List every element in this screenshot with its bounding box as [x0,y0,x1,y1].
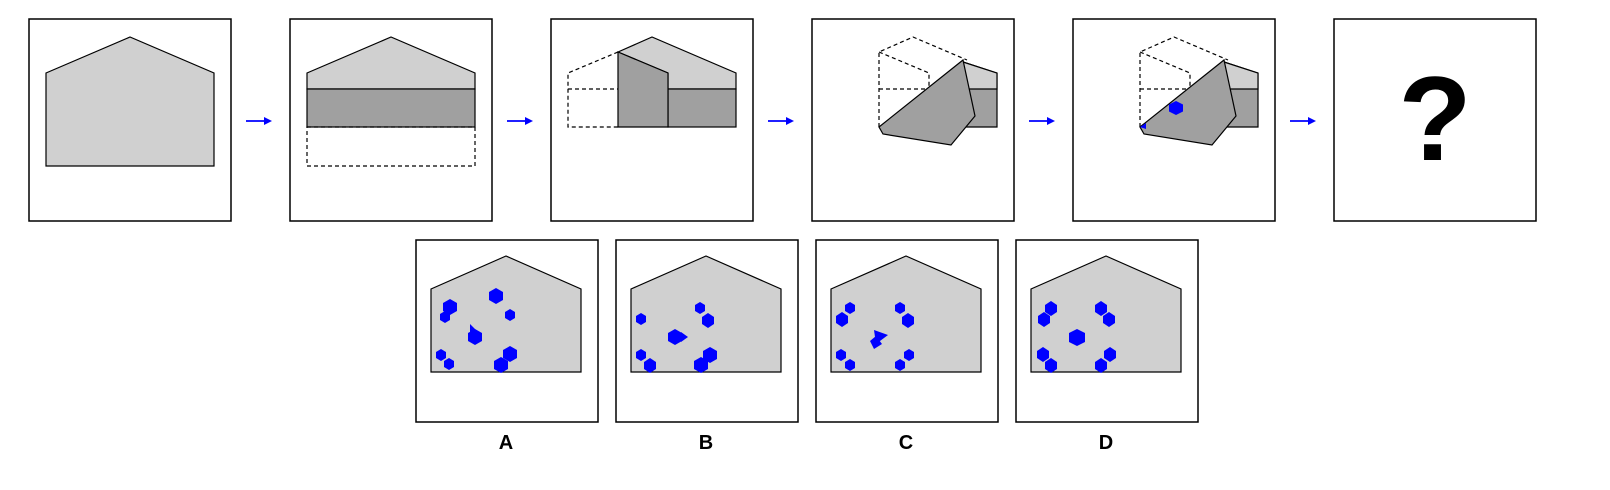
step-2-panel [289,18,493,222]
option-b-panel[interactable] [615,239,799,423]
step-5-panel [1072,18,1276,222]
option-c-panel[interactable] [815,239,999,423]
option-a-label[interactable]: A [498,432,514,454]
corner-hole [1140,123,1146,129]
paper-roof [306,36,476,90]
option-d-label[interactable]: D [1098,432,1114,454]
folded-band [306,88,476,128]
arrow-2 [507,117,533,125]
question-panel [1333,18,1537,222]
step-3-panel [550,18,754,222]
paper-shape [45,36,215,167]
fold-outline-dashed [567,51,619,128]
question-mark: ? [1398,52,1472,186]
step-4-panel [811,18,1015,222]
fold-outline-dashed [306,126,476,167]
option-c-label[interactable]: C [898,432,914,454]
folded-flap [878,58,976,146]
option-b-label[interactable]: B [698,432,714,454]
folded-flap [617,51,669,128]
arrow-5 [1290,117,1316,125]
arrow-4 [1029,117,1055,125]
option-d-panel[interactable] [1015,239,1199,423]
option-a-panel[interactable] [415,239,599,423]
hexagon-hole [1169,101,1183,115]
step-1-panel [28,18,232,222]
arrow-3 [768,117,794,125]
paper-band-right [667,88,737,128]
arrow-1 [246,117,272,125]
